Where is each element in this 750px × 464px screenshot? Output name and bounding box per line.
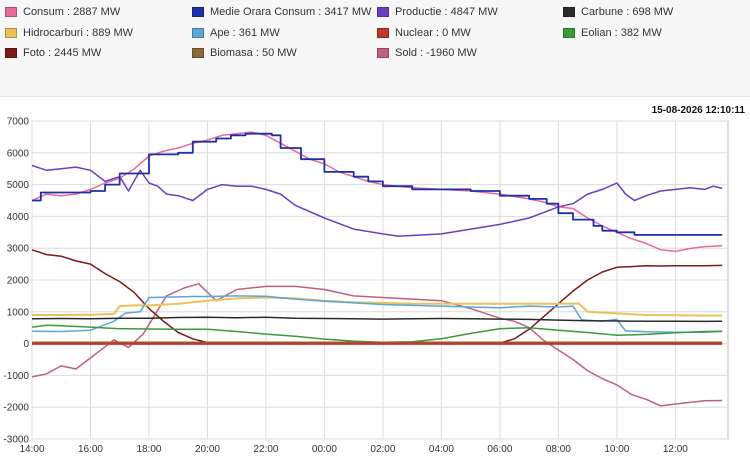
x-tick-label: 12:00 bbox=[663, 444, 688, 455]
series-lines bbox=[31, 131, 723, 407]
legend-item-biomasa[interactable]: Biomasa : 50 MW bbox=[192, 44, 297, 62]
series-line-medie-orara-consum bbox=[32, 132, 723, 236]
legend-swatch bbox=[5, 28, 17, 38]
legend-item-nuclear[interactable]: Nuclear : 0 MW bbox=[377, 24, 471, 42]
legend-label: Consum : 2887 MW bbox=[23, 6, 121, 18]
legend-label: Carbune : 698 MW bbox=[581, 6, 674, 18]
x-tick-label: 04:00 bbox=[429, 444, 454, 455]
legend-item-consum[interactable]: Consum : 2887 MW bbox=[5, 3, 120, 21]
legend-item-ape[interactable]: Ape : 361 MW bbox=[192, 24, 280, 42]
legend-label: Eolian : 382 MW bbox=[581, 27, 662, 39]
series-line-ape bbox=[31, 295, 723, 333]
legend-item-carbune[interactable]: Carbune : 698 MW bbox=[563, 3, 673, 21]
y-tick-label: -3000 bbox=[3, 435, 29, 446]
series-line-hidrocarburi bbox=[32, 296, 723, 317]
legend-item-sold[interactable]: Sold : -1960 MW bbox=[377, 44, 477, 62]
y-tick-label: 1000 bbox=[7, 307, 30, 318]
legend-label: Hidrocarburi : 889 MW bbox=[23, 27, 134, 39]
legend-swatch bbox=[192, 7, 204, 17]
legend-label: Productie : 4847 MW bbox=[395, 6, 498, 18]
y-tick-label: 5000 bbox=[7, 180, 30, 191]
legend-item-hidrocarburi[interactable]: Hidrocarburi : 889 MW bbox=[5, 24, 133, 42]
x-tick-label: 16:00 bbox=[78, 444, 103, 455]
legend-swatch bbox=[377, 28, 389, 38]
legend-swatch bbox=[563, 7, 575, 17]
x-tick-label: 20:00 bbox=[195, 444, 220, 455]
legend-swatch bbox=[5, 48, 17, 58]
y-tick-label: 4000 bbox=[7, 212, 30, 223]
legend-label: Foto : 2445 MW bbox=[23, 47, 102, 59]
legend-swatch bbox=[5, 7, 17, 17]
x-tick-label: 22:00 bbox=[253, 444, 278, 455]
y-tick-label: 3000 bbox=[7, 244, 30, 255]
legend-label: Ape : 361 MW bbox=[210, 27, 280, 39]
legend-label: Nuclear : 0 MW bbox=[395, 27, 471, 39]
legend-swatch bbox=[377, 48, 389, 58]
chart-area[interactable]: 7000 6000 5000 4000 3000 2000 1000 0 -1000 -2000 -… bbox=[0, 97, 750, 459]
legend-item-foto[interactable]: Foto : 2445 MW bbox=[5, 44, 101, 62]
y-tick-label: 0 bbox=[23, 339, 29, 350]
legend-label: Sold : -1960 MW bbox=[395, 47, 477, 59]
legend-item-medie-orara-consum[interactable]: Medie Orara Consum : 3417 MW bbox=[192, 3, 371, 21]
x-tick-label: 14:00 bbox=[19, 444, 44, 455]
legend: Consum : 2887 MW Medie Orara Consum : 34… bbox=[0, 0, 750, 97]
x-tick-label: 00:00 bbox=[312, 444, 337, 455]
legend-item-productie[interactable]: Productie : 4847 MW bbox=[377, 3, 498, 21]
legend-item-eolian[interactable]: Eolian : 382 MW bbox=[563, 24, 662, 42]
y-tick-label: -2000 bbox=[3, 403, 29, 414]
legend-label: Biomasa : 50 MW bbox=[210, 47, 297, 59]
series-line-carbune bbox=[31, 316, 723, 323]
y-tick-label: 7000 bbox=[7, 117, 30, 128]
legend-swatch bbox=[192, 28, 204, 38]
y-tick-label: -1000 bbox=[3, 371, 29, 382]
legend-label: Medie Orara Consum : 3417 MW bbox=[210, 6, 372, 18]
y-tick-label: 2000 bbox=[7, 276, 30, 287]
cursor-timestamp: 15-08-2026 12:10:11 bbox=[652, 105, 746, 116]
x-tick-label: 18:00 bbox=[136, 444, 161, 455]
series-line-productie bbox=[31, 164, 723, 237]
axis-ticks: 7000 6000 5000 4000 3000 2000 1000 0 -1000 -2000 -… bbox=[3, 117, 688, 456]
legend-swatch bbox=[192, 48, 204, 58]
x-tick-label: 02:00 bbox=[370, 444, 395, 455]
x-tick-label: 06:00 bbox=[487, 444, 512, 455]
legend-swatch bbox=[377, 7, 389, 17]
time-cursor[interactable]: 15-08-2026 12:10:11 bbox=[0, 105, 746, 459]
y-tick-label: 6000 bbox=[7, 148, 30, 159]
x-tick-label: 10:00 bbox=[604, 444, 629, 455]
x-tick-label: 08:00 bbox=[546, 444, 571, 455]
legend-swatch bbox=[563, 28, 575, 38]
power-chart[interactable]: 7000 6000 5000 4000 3000 2000 1000 0 -1000 -2000 -… bbox=[0, 97, 750, 459]
